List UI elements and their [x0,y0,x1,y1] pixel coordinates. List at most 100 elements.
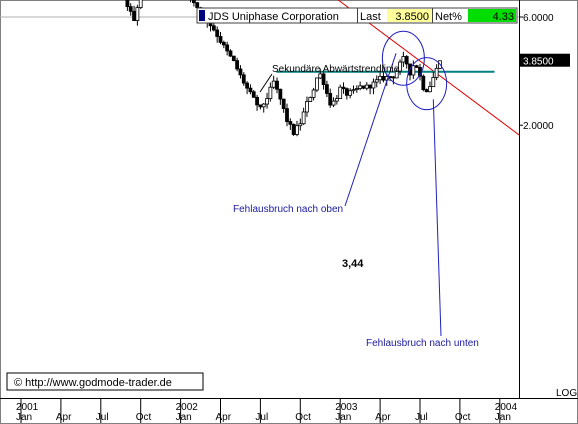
fakeout-up-leader [344,53,397,207]
last-price-marker-box [520,53,570,67]
x-tick-month: Jul [96,412,109,423]
candle [434,64,439,81]
candle [331,97,336,108]
x-tick-month: Apr [216,412,232,423]
last-value: 3.8500 [395,11,429,23]
x-tick-month: Jan [16,412,32,423]
candle [195,2,200,9]
candle [394,68,399,79]
x-tick-year: 2001 [16,402,39,413]
candle [308,96,313,103]
candle [354,85,359,93]
candle [371,78,376,95]
last-value-box [387,9,431,22]
candle [251,90,256,98]
candle [238,65,243,79]
fakeout-up-label: Fehlausbruch nach oben [233,204,343,215]
candle [265,92,269,109]
candle [138,0,143,10]
candle [324,80,329,98]
candle [235,57,240,72]
trendline [337,0,519,136]
candle [301,107,306,125]
trendline-leader [259,73,273,93]
candle [311,87,316,101]
x-tick-month: Jan [495,412,511,423]
x-tick-month: Jul [255,412,268,423]
y-tick-label: 2.0000 [523,121,554,132]
last-price-marker: 3.8500 [520,53,570,68]
fakeout-down-ellipse [406,57,448,111]
candle [291,123,296,136]
candle [225,41,230,56]
candle [190,0,192,3]
fakeout-down-leader [432,99,442,337]
candle [135,4,140,26]
net-value: 4.33 [493,11,514,23]
log-scale-label: LOG [556,388,577,399]
candle [218,32,223,45]
candle [348,88,353,99]
candle [231,55,236,62]
candle [215,26,220,43]
candle [275,77,279,94]
x-tick-month: Oct [136,412,152,423]
candle [228,49,233,57]
candle [341,82,346,94]
net-value-box [468,9,516,22]
candle [278,88,283,105]
candlestick-series [125,0,442,137]
last-price-marker-text: 3.8500 [523,57,554,68]
candle [315,77,319,93]
candle [128,3,133,16]
candle [305,96,309,117]
x-tick-month: Oct [295,412,311,423]
x-tick-year: 2003 [335,402,358,413]
symbol-color-swatch [199,10,205,21]
y-tick-label: 6.0000 [523,13,554,24]
x-tick-month: Jul [415,412,428,423]
x-tick-month: Jan [335,412,351,423]
x-tick-month: Oct [455,412,471,423]
x-tick-month: Jan [176,412,192,423]
candle [338,84,343,100]
candle [428,81,432,93]
candle [245,81,250,95]
candle [414,64,419,68]
candle [328,88,333,108]
candle [351,85,356,94]
candle [191,0,196,7]
candle [374,75,379,88]
copyright-text: © http://www.godmode-trader.de [14,377,172,389]
candle [431,71,436,88]
candle [421,74,426,92]
x-tick-year: 2002 [176,402,199,413]
candle [334,95,339,105]
candle [321,72,326,90]
candle [125,0,130,11]
candle [298,118,303,131]
candle [404,55,409,69]
candle [221,40,226,49]
candle [285,103,289,127]
quote-header: JDS Uniphase Corporation Last 3.8500 Net… [196,7,518,24]
candle [295,120,299,137]
copyright-border [6,372,204,391]
symbol-name: JDS Uniphase Corporation [208,11,339,23]
copyright-box: © http://www.godmode-trader.de [6,372,204,391]
trendline-label: Sekundäre Abwärtstrendlinie [272,64,400,75]
x-tick-month: Apr [56,412,72,423]
candle [248,84,253,95]
candle [255,94,259,111]
candle [268,82,273,102]
candle [261,103,266,113]
support-level-label: 3,44 [342,258,364,270]
x-tick-year: 2004 [495,402,518,413]
candle [241,72,246,86]
fakeout-down-label: Fehlausbruch nach unten [366,338,479,349]
candle [288,118,293,130]
last-label: Last [360,11,381,23]
